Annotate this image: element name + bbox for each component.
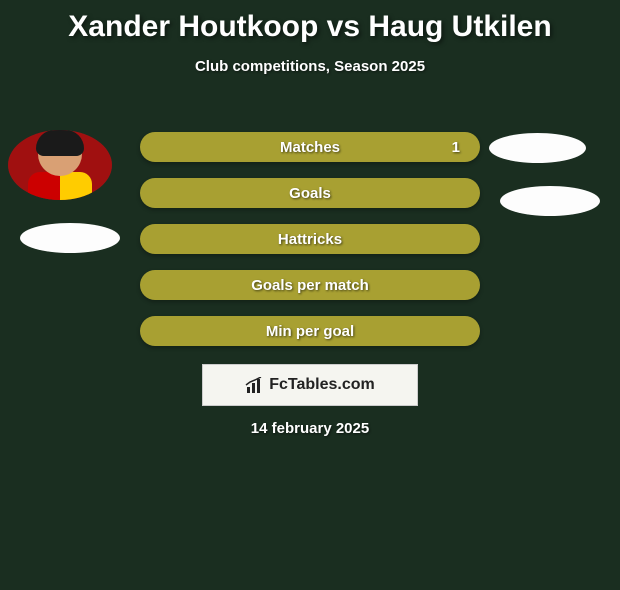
date-text: 14 february 2025 (0, 420, 620, 437)
logo-box: FcTables.com (202, 364, 418, 406)
stat-label: Goals (289, 185, 331, 202)
comparison-subtitle: Club competitions, Season 2025 (0, 58, 620, 75)
placeholder-ellipse (489, 133, 586, 163)
stat-bar: Goals per match (140, 270, 480, 300)
comparison-title: Xander Houtkoop vs Haug Utkilen (0, 10, 620, 44)
stat-value-right: 1 (452, 139, 460, 156)
player-avatar-left (8, 130, 112, 200)
placeholder-ellipse (20, 223, 120, 253)
placeholder-ellipse (500, 186, 600, 216)
chart-icon (245, 377, 265, 393)
stats-container: Matches 1 Goals Hattricks Goals per match Min… (140, 132, 480, 362)
stat-label: Matches (280, 139, 340, 156)
stat-label: Min per goal (266, 323, 354, 340)
stat-bar: Min per goal (140, 316, 480, 346)
stat-label: Goals per match (251, 277, 369, 294)
stat-bar: Matches 1 (140, 132, 480, 162)
stat-label: Hattricks (278, 231, 342, 248)
stat-bar: Goals (140, 178, 480, 208)
logo-text: FcTables.com (245, 376, 375, 394)
stat-bar: Hattricks (140, 224, 480, 254)
